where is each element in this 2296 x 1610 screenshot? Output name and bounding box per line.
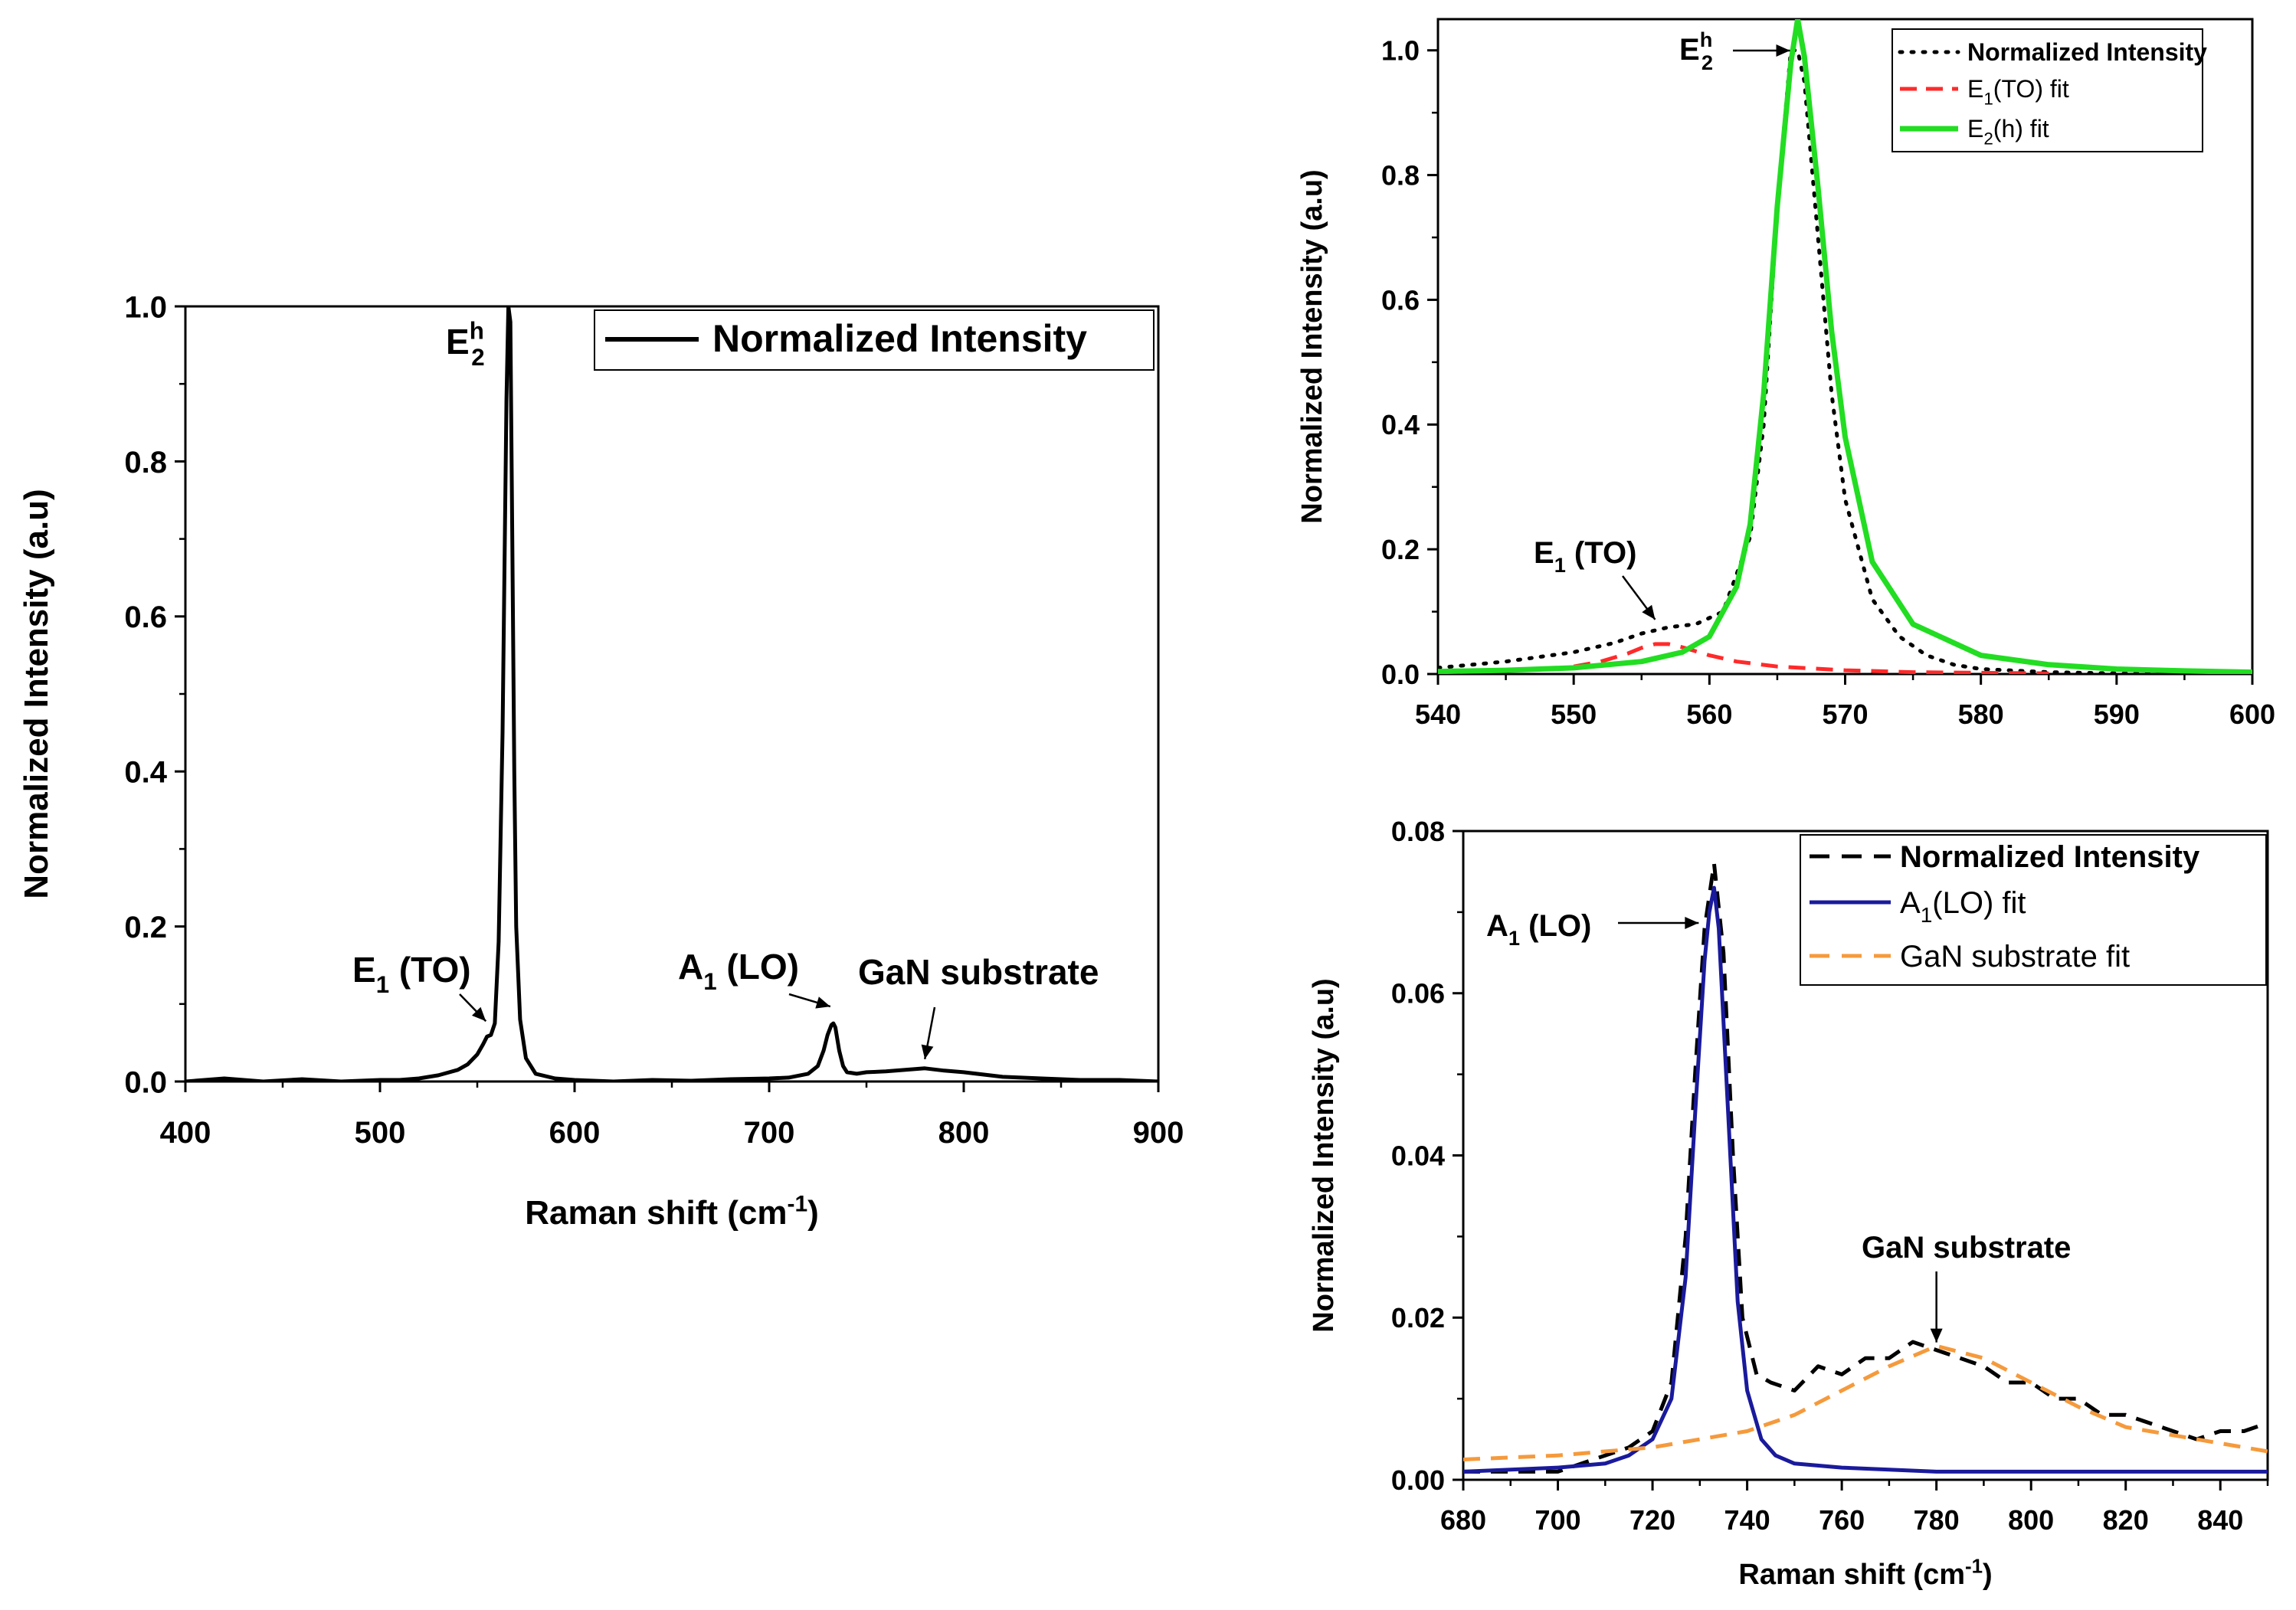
x-tick-label: 900 <box>1133 1116 1184 1150</box>
annotation-e2h-label: Eh 2 <box>1679 28 1713 74</box>
y-tick-label: 0.6 <box>1381 284 1420 316</box>
y-tick-label: 0.2 <box>1381 534 1420 565</box>
annotations: Eh 2 E1 (TO) A1 (LO) GaN substrate <box>352 318 1099 1060</box>
legend-label: Normalized Intensity <box>1900 840 2200 874</box>
x-tick-label: 600 <box>2229 699 2275 730</box>
x-tick-label: 700 <box>1534 1504 1580 1536</box>
x-tick-label: 800 <box>938 1116 990 1150</box>
x-axis-label: Raman shift (cm-1) <box>1738 1556 1992 1591</box>
y-tick-label: 0.2 <box>124 911 167 944</box>
chart-panel-left: 400 500 600 700 800 900 0.0 0.2 0.4 0.6 0.8 1.0 Norm… <box>18 290 1184 1232</box>
annotation-e1-to-label: E1 (TO) <box>1534 536 1636 577</box>
y-tick-label: 0.08 <box>1391 816 1445 847</box>
annotation-e1-to-arrow <box>1621 575 1656 620</box>
annotation-e1-to-label: E1 (TO) <box>352 950 471 998</box>
annotation-a1-lo-arrow <box>788 993 831 1009</box>
x-tick-label: 760 <box>1819 1504 1865 1536</box>
y-tick-label: 0.06 <box>1391 978 1445 1010</box>
y-tick-label: 1.0 <box>1381 35 1420 67</box>
y-tick-label: 0.6 <box>124 600 167 634</box>
annotation-e2h-label: Eh 2 <box>446 318 485 371</box>
y-tick-label: 0.00 <box>1391 1464 1445 1496</box>
x-tick-label: 740 <box>1724 1504 1770 1536</box>
x-tick-label: 570 <box>1822 699 1868 730</box>
x-tick-label: 820 <box>2103 1504 2149 1536</box>
x-tick-label: 560 <box>1686 699 1732 730</box>
x-tick-label: 800 <box>2008 1504 2054 1536</box>
x-tick-label: 540 <box>1415 699 1461 730</box>
series-line-normalized-intensity <box>1438 48 2252 674</box>
y-tick-label: 0.0 <box>1381 659 1420 690</box>
legend: Normalized Intensity A1(LO) fit GaN substr… <box>1800 834 2267 986</box>
chart-panel-top-right: 540 550 560 570 580 590 600 0.0 0.2 0.4 0.6 0.8 1.0 N… <box>1296 18 2275 730</box>
series-line-e1-to-fit <box>1573 642 2049 674</box>
x-tick-label: 680 <box>1440 1504 1486 1536</box>
y-tick-label: 0.0 <box>124 1065 167 1099</box>
x-axis-label: Raman shift (cm-1) <box>525 1191 819 1232</box>
series-line-gan-substrate-fit <box>1463 1343 2268 1461</box>
y-tick-label: 1.0 <box>124 290 167 324</box>
annotation-e1-to-arrow <box>459 993 487 1023</box>
x-tick-label: 500 <box>355 1116 406 1150</box>
legend: Normalized Intensity <box>594 309 1155 371</box>
annotation-gan-substrate-label: GaN substrate <box>1862 1231 2071 1265</box>
legend-label: E1(TO) fit <box>1967 75 2069 109</box>
annotation-a1-lo-arrow <box>1618 917 1699 929</box>
y-tick-label: 0.04 <box>1391 1140 1445 1171</box>
annotation-e2h-arrow <box>1733 44 1790 57</box>
legend-label: Normalized Intensity <box>1967 38 2207 66</box>
annotation-gan-substrate-label: GaN substrate <box>858 952 1099 992</box>
legend: Normalized Intensity E1(TO) fit E2(h) fit <box>1891 28 2207 152</box>
y-tick-label: 0.4 <box>1381 409 1420 440</box>
chart-panel-bottom-right: 680 700 720 740 760 780 800 820 840 0.00 0.02 0.04 0… <box>1308 816 2269 1591</box>
x-tick-label: 720 <box>1629 1504 1675 1536</box>
legend-label: GaN substrate fit <box>1900 940 2130 974</box>
annotation-a1-lo-label: A1 (LO) <box>1486 909 1591 950</box>
annotation-a1-lo-label: A1 (LO) <box>678 947 799 995</box>
y-axis-label: Normalized Intensity (a.u) <box>18 489 55 898</box>
series-line-normalized-intensity <box>185 306 1158 1082</box>
x-tick-label: 590 <box>2094 699 2140 730</box>
x-tick-label: 400 <box>160 1116 211 1150</box>
y-axis-label: Normalized Intensity (a.u) <box>1308 978 1340 1332</box>
y-tick-label: 0.8 <box>1381 160 1420 191</box>
y-tick-label: 0.4 <box>124 756 167 790</box>
legend-label: A1(LO) fit <box>1900 886 2026 927</box>
legend-label: Normalized Intensity <box>712 317 1087 360</box>
annotation-gan-substrate-arrow <box>921 1006 936 1060</box>
y-axis-label: Normalized Intensity (a.u) <box>1296 169 1328 523</box>
x-tick-label: 600 <box>549 1116 601 1150</box>
y-tick-label: 0.02 <box>1391 1302 1445 1333</box>
y-tick-label: 0.8 <box>124 446 167 479</box>
x-tick-label: 580 <box>1958 699 2004 730</box>
series-line-e2-h-fit <box>1438 19 2252 674</box>
x-tick-label: 780 <box>1914 1504 1960 1536</box>
annotation-gan-substrate-arrow <box>1930 1271 1943 1343</box>
x-tick-label: 840 <box>2197 1504 2243 1536</box>
annotations: A1 (LO) GaN substrate <box>1486 909 2071 1343</box>
x-tick-label: 550 <box>1551 699 1597 730</box>
legend-label: E2(h) fit <box>1967 115 2049 149</box>
x-tick-label: 700 <box>744 1116 795 1150</box>
annotations: Eh 2 E1 (TO) <box>1534 28 1790 620</box>
